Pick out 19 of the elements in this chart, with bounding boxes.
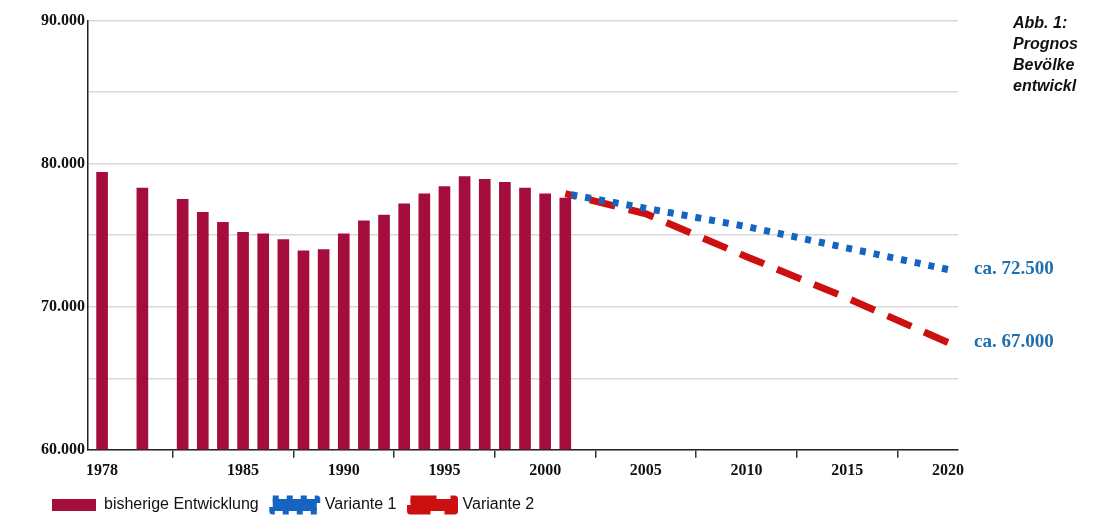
x-tick-label: 1985 xyxy=(227,460,260,478)
text: ca. 72.500 xyxy=(974,257,1054,279)
y-tick-label: 70.000 xyxy=(41,296,85,314)
legend-label: Variante 2 xyxy=(462,495,535,513)
x-tick-label: 2010 xyxy=(730,460,763,478)
x-tick-label: 1978 xyxy=(86,460,119,478)
legend-label: Variante 1 xyxy=(324,495,397,513)
legend-label: bisherige Entwicklung xyxy=(104,495,259,513)
x-tick-label: 1990 xyxy=(327,460,360,478)
y-tick-label: 60.000 xyxy=(41,439,85,457)
x-tick-label: 2020 xyxy=(931,460,964,478)
text: Abb. 1: Prognos Bevölke entwickl xyxy=(1013,13,1078,96)
y-tick-label: 80.000 xyxy=(41,153,85,171)
x-tick-label: 2015 xyxy=(831,460,864,478)
x-tick-label: 1995 xyxy=(428,460,461,478)
y-tick-label: 90.000 xyxy=(41,10,85,28)
x-tick-label: 2000 xyxy=(529,460,562,478)
text: ca. 67.000 xyxy=(974,330,1054,352)
x-tick-label: 2005 xyxy=(629,460,662,478)
